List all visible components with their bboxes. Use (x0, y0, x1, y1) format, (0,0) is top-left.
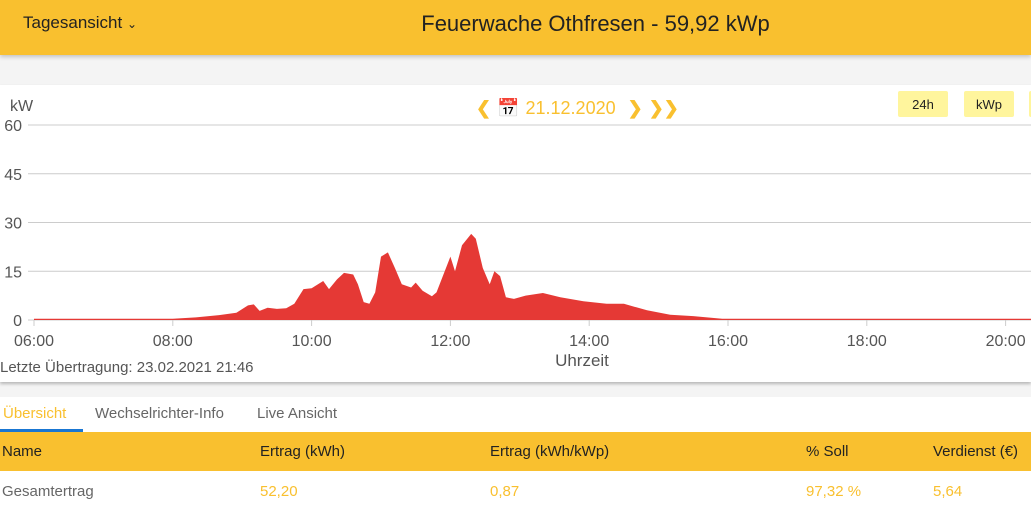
last-day-icon[interactable]: ❯❯ (648, 98, 679, 118)
x-tick-label: 16:00 (708, 333, 748, 350)
y-tick-label: 0 (13, 313, 22, 330)
page-title: Feuerwache Othfresen - 59,92 kWp (421, 11, 770, 36)
series-area (34, 233, 1031, 320)
x-tick-label: 06:00 (14, 333, 54, 350)
col-ertrag: Ertrag (kWh) (260, 443, 346, 460)
col-soll: % Soll (806, 443, 849, 460)
col-name: Name (2, 443, 43, 460)
kwp-button[interactable]: kWp (964, 91, 1014, 117)
x-tick-label: 14:00 (569, 333, 609, 350)
cell-ertrag-kwp: 0,87 (490, 483, 520, 500)
y-tick-label: 45 (4, 167, 22, 184)
chevron-down-icon: ⌄ (126, 17, 138, 31)
prev-day-icon[interactable]: ❮ (476, 98, 492, 118)
tab-bar: Übersicht Wechselrichter-Info Live Ansic… (0, 397, 1031, 432)
more-button[interactable] (1029, 91, 1031, 117)
top-bar: Tagesansicht ⌄ Feuerwache Othfresen - 59… (0, 0, 1031, 55)
tab-live-ansicht[interactable]: Live Ansicht (257, 405, 338, 422)
next-day-icon[interactable]: ❯ (627, 98, 643, 118)
chart-card (0, 85, 1031, 382)
x-axis-label: Uhrzeit (555, 351, 609, 370)
x-tick-label: 08:00 (153, 333, 193, 350)
last-transfer: Letzte Übertragung: 23.02.2021 21:46 (0, 359, 254, 376)
tab-wechselrichter-info[interactable]: Wechselrichter-Info (95, 405, 224, 422)
y-tick-label: 30 (4, 216, 22, 233)
cell-soll: 97,32 % (806, 483, 862, 500)
y-tick-label: 60 (4, 118, 22, 135)
view-label: Tagesansicht (23, 13, 123, 32)
calendar-icon[interactable]: 📅 (497, 98, 520, 118)
cell-name: Gesamtertrag (2, 483, 94, 500)
view-selector[interactable]: Tagesansicht ⌄ (23, 13, 137, 33)
y-tick-label: 15 (4, 264, 22, 281)
x-tick-label: 20:00 (986, 333, 1026, 350)
y-axis-label: kW (10, 98, 34, 115)
date-navigation: ❮ 📅 21.12.2020 ❯ ❯❯ (476, 98, 679, 119)
x-tick-label: 10:00 (292, 333, 332, 350)
date-display[interactable]: 21.12.2020 (525, 98, 616, 118)
col-ertrag-kwp: Ertrag (kWh/kWp) (490, 443, 610, 460)
cell-verdienst: 5,64 (933, 483, 963, 500)
x-tick-label: 12:00 (430, 333, 470, 350)
table-header: Name Ertrag (kWh) Ertrag (kWh/kWp) % Sol… (0, 432, 1031, 471)
active-tab-indicator (0, 429, 83, 432)
x-tick-label: 18:00 (847, 333, 887, 350)
col-verdienst: Verdienst (€) (933, 443, 1019, 460)
table-row: Gesamtertrag 52,20 0,87 97,32 % 5,64 (0, 471, 1031, 505)
tab-uebersicht[interactable]: Übersicht (3, 405, 67, 422)
power-chart: kW 0 15 30 45 60 06:00 08:00 10:00 12:00 14:00 16:0… (4, 98, 1031, 370)
24h-button[interactable]: 24h (898, 91, 948, 117)
cell-ertrag: 52,20 (260, 483, 298, 500)
